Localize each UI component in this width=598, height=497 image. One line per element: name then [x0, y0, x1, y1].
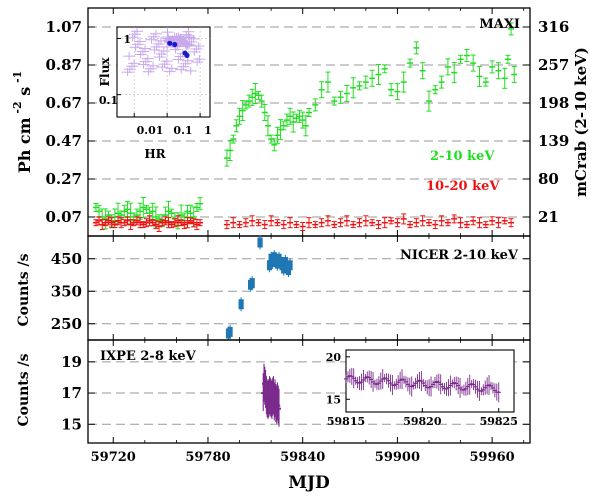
- maxi-2-10kev-series: [92, 22, 518, 230]
- ixpe-y-tick-label: 17: [61, 384, 82, 402]
- ixpe-series: [261, 363, 282, 427]
- maxi-hardness-intensity-inset: 1 0.1 0.01 0.1 1 HR Flux: [98, 26, 212, 161]
- nicer-panel: 250 350 450 NICER 2-10 keV Counts /s: [16, 235, 531, 341]
- ixpe-panel-label: IXPE 2-8 keV: [100, 349, 197, 364]
- inset-xtick-0p1: 0.1: [173, 124, 192, 137]
- inset-blue-points: [167, 40, 190, 58]
- nicer-y-tick-label: 450: [51, 250, 82, 268]
- ixpe-y-tick-label: 15: [61, 415, 82, 433]
- maxi-left-axis-label-part-1: Ph cm: [15, 117, 34, 173]
- maxi-right-tick-label: 80: [538, 170, 559, 188]
- nicer-y-ticks: 250 350 450: [51, 250, 530, 333]
- ixpe-inset-frame: [345, 349, 515, 413]
- maxi-right-tick-label: 257: [538, 56, 569, 74]
- ixpe-y-ticks: 15 17 19: [61, 353, 530, 433]
- maxi-right-tick-label: 139: [538, 132, 569, 150]
- x-tick-label: 59780: [185, 450, 230, 465]
- nicer-series: [225, 235, 293, 341]
- nicer-grid-lines: [88, 258, 530, 325]
- nicer-axis-label: Counts /s: [16, 253, 32, 326]
- inset-blue-point: [184, 52, 190, 58]
- maxi-left-axis-label-sup-2: -1: [11, 71, 24, 87]
- maxi-left-tick-label: 1.07: [45, 18, 82, 36]
- x-tick-label: 59960: [469, 450, 514, 465]
- maxi-left-axis-label-text: Ph cm -2 s -1: [11, 71, 34, 174]
- ixpe-inset-x-tick-label: 59815: [327, 415, 365, 428]
- ixpe-inset-y-tick-label: 20: [326, 351, 342, 364]
- inset-ytick-1: 1: [123, 33, 131, 46]
- maxi-left-tick-label: 0.47: [45, 132, 82, 150]
- inset-ylabel-text: Flux: [98, 57, 112, 87]
- ixpe-inset-y-tick-label: 15: [326, 393, 341, 406]
- ixpe-zoom-inset: 59815 59820 59825 15 20: [326, 349, 518, 428]
- nicer-panel-label: NICER 2-10 keV: [400, 248, 519, 263]
- maxi-left-axis-label-part-2: s: [15, 87, 34, 102]
- ixpe-panel-frame: [87, 339, 531, 444]
- nicer-y-tick-label: 350: [51, 282, 82, 300]
- inset-blue-point: [167, 40, 173, 46]
- maxi-10-20kev-series: [92, 213, 515, 232]
- x-tick-label: 59840: [280, 450, 325, 465]
- ixpe-y-tick-label: 19: [61, 353, 82, 371]
- maxi-left-ticks: 0.07 0.27 0.47 0.67 0.87 1.07: [45, 18, 95, 226]
- maxi-panel-label: MAXI: [479, 17, 520, 32]
- maxi-left-axis-label: Ph cm -2 s -1: [11, 71, 34, 174]
- ixpe-axis-label-text: Counts /s: [16, 353, 32, 426]
- inset-xtick-0p01: 0.01: [137, 124, 164, 137]
- maxi-left-tick-label: 0.07: [45, 208, 82, 226]
- mjd-axis-label: MJD: [288, 473, 330, 493]
- nicer-axis-label-text: Counts /s: [16, 253, 32, 326]
- x-tick-label: 59900: [375, 450, 420, 465]
- ixpe-panel: 15 17 19 59720 59780 59840 59900 59960 IXPE 2-…: [16, 339, 531, 493]
- maxi-left-tick-label: 0.87: [45, 56, 82, 74]
- maxi-left-tick-label: 0.27: [45, 170, 82, 188]
- inset-ytick-0p1: 0.1: [99, 94, 118, 107]
- inset-ylabel: Flux: [98, 57, 112, 87]
- maxi-right-axis-label-text: mCrab (2-10 keV): [572, 47, 590, 197]
- x-tick-label: 59720: [91, 450, 136, 465]
- maxi-right-tick-label: 21: [538, 208, 559, 226]
- maxi-left-axis-label-sup-1: -2: [11, 101, 24, 117]
- maxi-right-axis-label: mCrab (2-10 keV): [572, 47, 590, 197]
- maxi-right-tick-label: 198: [538, 94, 569, 112]
- ixpe-inset-x-tick-label: 59820: [403, 415, 442, 428]
- inset-blue-point: [172, 41, 178, 48]
- ixpe-inset-x-tick-label: 59825: [480, 415, 518, 428]
- maxi-legend-10-20kev: 10-20 keV: [426, 179, 500, 194]
- maxi-legend-2-10kev: 2-10 keV: [430, 149, 495, 164]
- maxi-x-ticks: [112, 8, 525, 236]
- inset-xtick-1: 1: [204, 124, 212, 137]
- nicer-x-ticks: [112, 236, 525, 340]
- inset-lavender-points: [121, 27, 206, 77]
- maxi-left-tick-label: 0.67: [45, 94, 82, 112]
- ixpe-x-ticks: 59720 59780 59840 59900 59960: [91, 340, 525, 465]
- maxi-panel: 0.07 0.27 0.47 0.67 0.87 1.07 21 80 139 198 257 31…: [11, 7, 590, 237]
- inset-xlabel: HR: [144, 147, 166, 161]
- maxi-right-ticks: 21 80 139 198 257 316: [523, 18, 569, 226]
- maxi-right-tick-label: 316: [538, 18, 569, 36]
- ixpe-axis-label: Counts /s: [16, 353, 32, 426]
- ixpe-inset-ticks: 59815 59820 59825 15 20: [326, 351, 518, 428]
- nicer-y-tick-label: 250: [51, 315, 82, 333]
- ixpe-inset-series: [344, 367, 501, 403]
